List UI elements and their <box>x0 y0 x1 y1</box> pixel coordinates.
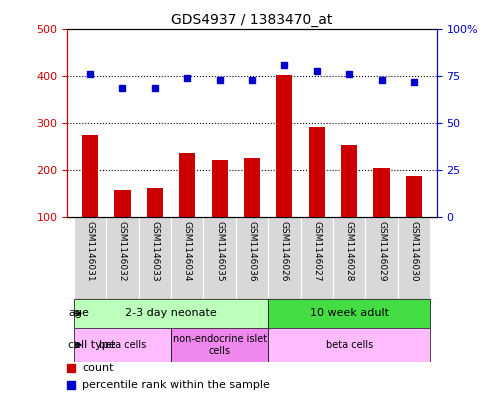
Bar <box>300 217 333 299</box>
Bar <box>268 328 430 362</box>
Bar <box>114 190 131 217</box>
Text: GSM1146031: GSM1146031 <box>85 221 94 282</box>
Title: GDS4937 / 1383470_at: GDS4937 / 1383470_at <box>171 13 333 27</box>
Bar <box>365 217 398 299</box>
Bar <box>268 217 300 299</box>
Bar <box>268 299 430 328</box>
Bar <box>236 217 268 299</box>
Bar <box>82 135 98 217</box>
Bar <box>204 217 236 299</box>
Bar <box>171 328 268 362</box>
Text: percentile rank within the sample: percentile rank within the sample <box>82 380 270 389</box>
Text: beta cells: beta cells <box>325 340 373 350</box>
Bar <box>398 217 430 299</box>
Text: GSM1146035: GSM1146035 <box>215 221 224 282</box>
Bar <box>276 75 292 217</box>
Text: GSM1146036: GSM1146036 <box>248 221 256 282</box>
Text: GSM1146026: GSM1146026 <box>280 221 289 282</box>
Text: 2-3 day neonate: 2-3 day neonate <box>125 309 217 318</box>
Bar <box>106 217 139 299</box>
Bar <box>171 217 204 299</box>
Text: GSM1146029: GSM1146029 <box>377 221 386 282</box>
Text: GSM1146027: GSM1146027 <box>312 221 321 282</box>
Bar <box>309 127 325 217</box>
Bar <box>341 145 357 217</box>
Text: GSM1146032: GSM1146032 <box>118 221 127 282</box>
Text: GSM1146034: GSM1146034 <box>183 221 192 282</box>
Bar <box>333 217 365 299</box>
Bar <box>74 299 268 328</box>
Bar <box>74 217 106 299</box>
Text: GSM1146030: GSM1146030 <box>410 221 419 282</box>
Text: 10 week adult: 10 week adult <box>310 309 389 318</box>
Bar <box>406 176 422 217</box>
Bar <box>74 328 171 362</box>
Text: GSM1146033: GSM1146033 <box>150 221 159 282</box>
Bar <box>244 158 260 217</box>
Bar <box>179 153 195 217</box>
Bar <box>212 160 228 217</box>
Bar <box>147 189 163 217</box>
Bar <box>373 168 390 217</box>
Text: beta cells: beta cells <box>99 340 146 350</box>
Text: cell type: cell type <box>68 340 116 350</box>
Bar <box>139 217 171 299</box>
Text: count: count <box>82 364 114 373</box>
Text: GSM1146028: GSM1146028 <box>345 221 354 282</box>
Text: age: age <box>68 309 89 318</box>
Text: non-endocrine islet
cells: non-endocrine islet cells <box>173 334 266 356</box>
